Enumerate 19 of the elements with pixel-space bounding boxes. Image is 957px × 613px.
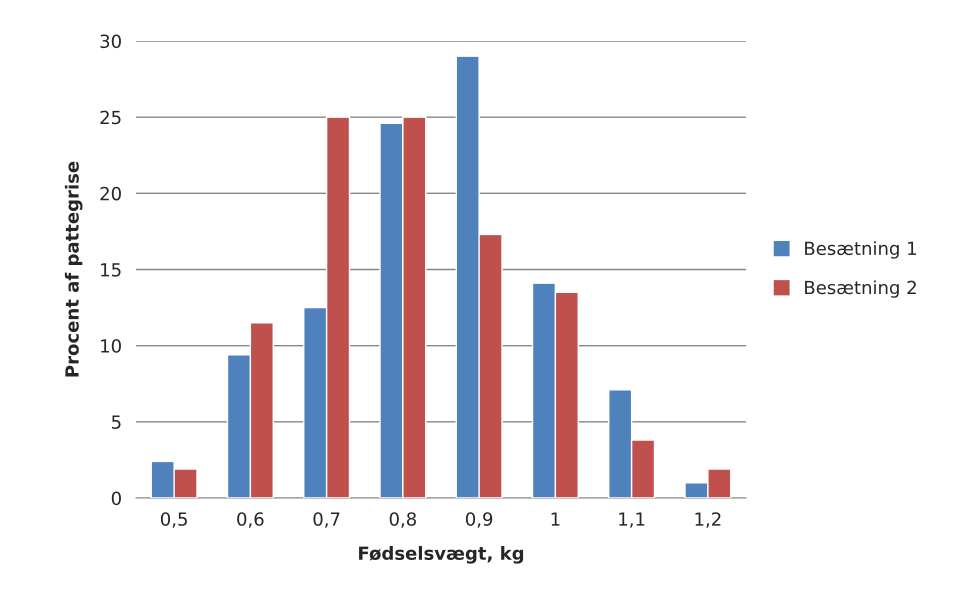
y-tick-label: 15 <box>101 263 121 277</box>
y-tick-label: 10 <box>101 339 121 353</box>
x-axis-title: Fødselsvægt, kg <box>359 546 524 564</box>
legend-label: Besætning 1 <box>805 241 916 259</box>
x-tick-label: 0,9 <box>466 512 492 528</box>
legend-label: Besætning 2 <box>805 280 916 298</box>
y-tick-label: 30 <box>100 34 121 48</box>
x-tick-label: 0,6 <box>237 512 264 528</box>
x-tick-label: 0,7 <box>313 512 340 528</box>
y-tick-label: 5 <box>112 416 121 429</box>
x-tick-label: 0,8 <box>390 512 416 528</box>
y-tick-label: 20 <box>100 186 121 200</box>
x-tick-label: 1,2 <box>696 512 720 528</box>
x-tick-label: 0,5 <box>160 512 187 528</box>
y-axis-title: Procent af pattegrise <box>64 162 82 376</box>
x-tick-label: 1,1 <box>619 512 644 528</box>
y-tick-label: 0 <box>112 491 121 506</box>
x-tick-label: 1 <box>552 512 560 526</box>
y-tick-label: 25 <box>100 110 121 124</box>
